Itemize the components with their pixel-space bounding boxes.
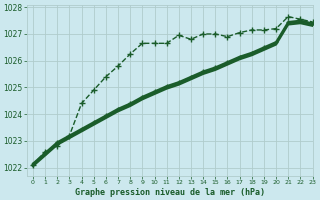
- X-axis label: Graphe pression niveau de la mer (hPa): Graphe pression niveau de la mer (hPa): [75, 188, 265, 197]
